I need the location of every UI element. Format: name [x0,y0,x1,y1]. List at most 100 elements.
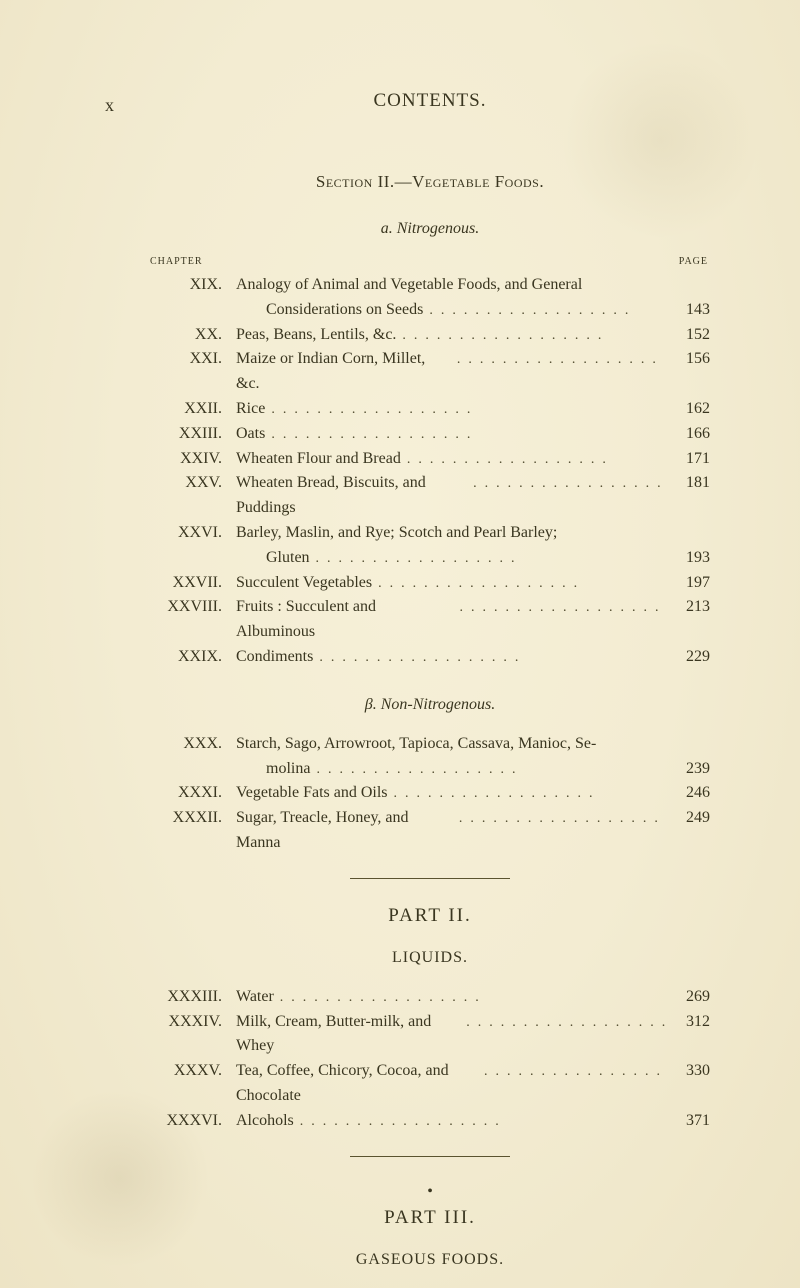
entry-text: Fruits : Succulent and Albuminous.......… [236,595,710,645]
toc-entry: XXXIII.Water..................269 [150,985,710,1010]
chapter-roman: XXXVI. [150,1109,236,1134]
entry-page: 171 [668,447,710,472]
chapter-roman: XXXV. [150,1059,236,1084]
toc-entry: XX.Peas, Beans, Lentils, &c.............… [150,323,710,348]
toc-entry: XXXVI.Alcohols..................371 [150,1109,710,1134]
liquids-label: LIQUIDS. [150,949,710,967]
toc-entry: XXVI.Barley, Maslin, and Rye; Scotch and… [150,521,710,571]
toc-entry: XXXII.Sugar, Treacle, Honey, and Manna..… [150,806,710,856]
toc-entry: XXXI.Vegetable Fats and Oils............… [150,781,710,806]
entry-text: Starch, Sago, Arrowroot, Tapioca, Cassav… [236,732,710,782]
entry-page: 246 [668,781,710,806]
entry-text: Milk, Cream, Butter-milk, and Whey......… [236,1010,710,1060]
entry-page: 312 [668,1010,710,1035]
chapter-roman: XXIII. [150,422,236,447]
leader-dots: .................. [265,399,668,421]
chapter-roman: XXI. [150,347,236,372]
chapter-roman: XXIV. [150,447,236,472]
entry-page: 249 [668,806,710,831]
column-labels: CHAPTER PAGE [150,256,710,267]
entry-page: 213 [668,595,710,620]
entry-main: Condiments [236,645,313,670]
page-number: x [105,95,116,116]
leader-dots: .................. [453,597,668,619]
entry-main: Barley, Maslin, and Rye; Scotch and Pear… [236,521,557,546]
entry-text: Peas, Beans, Lentils, &c................… [236,323,710,348]
chapter-roman: XXXII. [150,806,236,831]
leader-dots: .................. [451,349,668,371]
beta-entries: XXX.Starch, Sago, Arrowroot, Tapioca, Ca… [150,732,710,856]
leader-dots: .................. [388,783,668,805]
entry-page: 193 [668,546,710,571]
toc-entry: XXX.Starch, Sago, Arrowroot, Tapioca, Ca… [150,732,710,782]
part2-entries: XXXIII.Water..................269XXXIV.M… [150,985,710,1134]
part-ii-title: PART II. [150,905,710,927]
leader-dots: .................. [274,987,668,1009]
chapter-roman: XXXI. [150,781,236,806]
entry-text: Tea, Coffee, Chicory, Cocoa, and Chocola… [236,1059,710,1109]
entry-main: Fruits : Succulent and Albuminous [236,595,453,645]
page-container: x CONTENTS. Section II.—Vegetable Foods.… [0,0,800,1288]
entry-page: 181 [668,471,710,496]
entry-main: Peas, Beans, Lentils, &c. [236,323,396,348]
toc-entry: XXXIV.Milk, Cream, Butter-milk, and Whey… [150,1010,710,1060]
part-iii-title: PART III. [150,1207,710,1229]
entry-main: Succulent Vegetables [236,571,372,596]
leader-dots: .................. [467,473,668,495]
toc-entry: XXII.Rice..................162 [150,397,710,422]
gaseous-label: GASEOUS FOODS. [150,1251,710,1269]
entry-cont: Gluten [266,546,310,571]
entry-main: Milk, Cream, Butter-milk, and Whey [236,1010,460,1060]
entry-text: Analogy of Animal and Vegetable Foods, a… [236,273,710,323]
entry-main: Water [236,985,274,1010]
entry-main: Alcohols [236,1109,294,1134]
entry-page: 162 [668,397,710,422]
chapter-roman: XX. [150,323,236,348]
entry-main: Maize or Indian Corn, Millet, &c. [236,347,451,397]
entry-text: Vegetable Fats and Oils.................… [236,781,710,806]
chapter-roman: XXX. [150,732,236,757]
chapter-roman: XXIX. [150,645,236,670]
entry-main: Tea, Coffee, Chicory, Cocoa, and Chocola… [236,1059,478,1109]
entry-page: 239 [668,757,710,782]
toc-entry: XXIII.Oats..................166 [150,422,710,447]
entry-page: 269 [668,985,710,1010]
toc-entry: XXXV.Tea, Coffee, Chicory, Cocoa, and Ch… [150,1059,710,1109]
entry-main: Oats [236,422,265,447]
chapter-roman: XIX. [150,273,236,298]
toc-entry: XXI.Maize or Indian Corn, Millet, &c....… [150,347,710,397]
entry-main: Wheaten Flour and Bread [236,447,401,472]
chapter-roman: XXII. [150,397,236,422]
leader-dots: .................. [401,449,668,471]
entry-text: Alcohols..................371 [236,1109,710,1134]
chapter-roman: XXXIV. [150,1010,236,1035]
leader-dots: .................. [478,1061,668,1083]
leader-dots: .................. [310,548,668,570]
alpha-subhead: a. Nitrogenous. [150,220,710,238]
chapter-roman: XXVIII. [150,595,236,620]
entry-main: Starch, Sago, Arrowroot, Tapioca, Cassav… [236,732,596,757]
dot-separator: • [150,1183,710,1201]
entry-page: 152 [668,323,710,348]
leader-dots: .................. [294,1111,668,1133]
entry-page: 156 [668,347,710,372]
running-head: CONTENTS. [150,90,710,112]
toc-entry: XXV.Wheaten Bread, Biscuits, and Pudding… [150,471,710,521]
entry-cont: Considerations on Seeds [266,298,423,323]
entry-page: 197 [668,571,710,596]
entry-text: Oats..................166 [236,422,710,447]
entry-main: Analogy of Animal and Vegetable Foods, a… [236,273,582,298]
entry-cont: molina [266,757,310,782]
entry-main: Vegetable Fats and Oils [236,781,388,806]
col-chapter-label: CHAPTER [150,256,203,267]
entry-text: Maize or Indian Corn, Millet, &c........… [236,347,710,397]
entry-text: Wheaten Flour and Bread.................… [236,447,710,472]
entry-text: Barley, Maslin, and Rye; Scotch and Pear… [236,521,710,571]
leader-dots: .................. [396,325,668,347]
rule [350,878,510,879]
alpha-entries: XIX.Analogy of Animal and Vegetable Food… [150,273,710,670]
chapter-roman: XXVI. [150,521,236,546]
entry-text: Sugar, Treacle, Honey, and Manna........… [236,806,710,856]
leader-dots: .................. [460,1012,668,1034]
chapter-roman: XXV. [150,471,236,496]
